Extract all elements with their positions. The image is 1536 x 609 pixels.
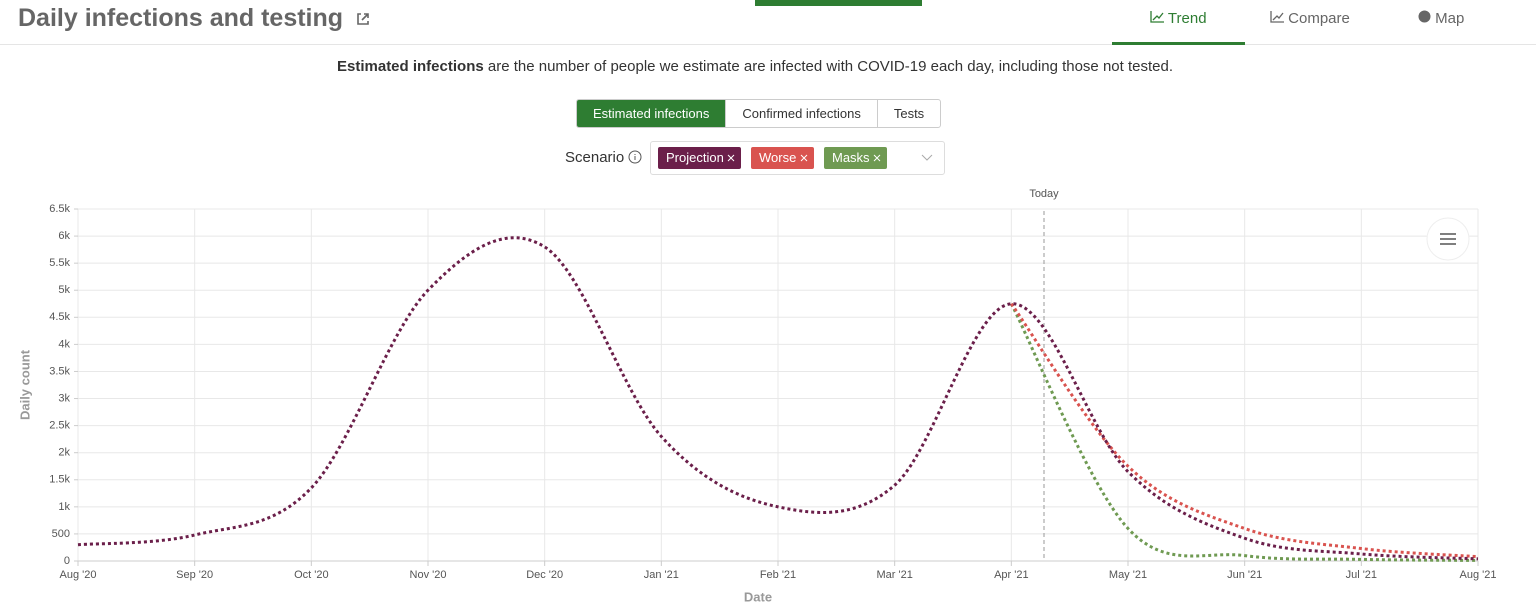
toggle-button[interactable]: Confirmed infections [725, 100, 877, 127]
active-indicator [755, 0, 922, 6]
chip-label: Masks [832, 150, 870, 165]
toggle-button[interactable]: Estimated infections [577, 100, 726, 127]
chip-close[interactable] [727, 154, 735, 162]
x-axis-label: Date [744, 589, 772, 604]
chart-menu-icon [1440, 233, 1456, 245]
y-tick-label: 6k [58, 230, 70, 242]
x-tick-label: Feb '21 [760, 569, 796, 581]
tab[interactable]: Map [1418, 10, 1464, 27]
series-line [77, 236, 1479, 561]
scenario-chip[interactable]: Masks [824, 147, 888, 169]
chip-label: Projection [666, 150, 724, 165]
page-title: Daily infections and testing [18, 4, 370, 33]
tab[interactable]: Trend [1150, 10, 1207, 27]
scenario-chip[interactable]: Worse [751, 147, 814, 169]
x-tick-label: Sep '20 [176, 569, 213, 581]
y-tick-label: 6.5k [49, 203, 70, 215]
y-tick-label: 3k [58, 392, 70, 404]
scenario-text: Scenario [565, 149, 625, 166]
tab[interactable]: Compare [1270, 10, 1350, 27]
y-tick-label: 5k [58, 284, 70, 296]
tab-label: Map [1435, 10, 1465, 27]
y-tick-label: 0 [64, 555, 70, 567]
x-tick-label: Aug '21 [1460, 569, 1497, 581]
x-tick-label: May '21 [1109, 569, 1147, 581]
chip-close[interactable] [873, 154, 881, 162]
annotation: Today [1029, 188, 1059, 200]
scenario-chip[interactable]: Projection [658, 147, 742, 169]
y-tick-label: 5.5k [49, 257, 70, 269]
x-tick-label: Oct '20 [294, 569, 329, 581]
info-icon[interactable] [628, 150, 642, 164]
title-text: Daily infections and testing [18, 4, 344, 32]
chip-close[interactable] [800, 154, 808, 162]
y-tick-label: 3.5k [49, 365, 70, 377]
toggle-button[interactable]: Tests [876, 100, 940, 127]
y-axis-label: Daily count [17, 349, 32, 420]
y-tick-label: 2.5k [49, 420, 70, 432]
x-tick-label: Nov '20 [410, 569, 447, 581]
x-tick-label: Jan '21 [644, 569, 679, 581]
y-tick-label: 500 [52, 528, 70, 540]
dropdown-caret [921, 154, 933, 161]
tab-label: Compare [1288, 10, 1350, 27]
x-tick-label: Dec '20 [526, 569, 563, 581]
x-tick-label: Mar '21 [876, 569, 912, 581]
scenario-select[interactable]: Projection Worse Masks [650, 141, 945, 175]
series-line [1010, 302, 1479, 559]
x-tick-label: Jun '21 [1227, 569, 1262, 581]
x-tick-label: Jul '21 [1346, 569, 1377, 581]
tab-icon [1418, 10, 1431, 23]
y-tick-label: 1k [58, 501, 70, 513]
tab-icon [1150, 11, 1164, 23]
description: Estimated infections are the number of p… [0, 58, 1510, 75]
scenario-label: Scenario [565, 149, 642, 166]
chart: Today Daily count Date 0 500 1k 1.5k 2k 2.5k 3… [17, 188, 1497, 605]
external-link-icon[interactable] [356, 12, 370, 26]
series-line [1009, 303, 1479, 562]
description-bold: Estimated infections [337, 58, 484, 75]
metric-toggle: Estimated infections Confirmed infection… [576, 99, 942, 128]
y-tick-label: 4.5k [49, 311, 70, 323]
x-tick-label: Aug '20 [60, 569, 97, 581]
y-tick-label: 2k [58, 447, 70, 459]
y-tick-label: 4k [58, 338, 70, 350]
description-text: are the number of people we estimate are… [487, 58, 1173, 75]
header-border [0, 44, 1536, 45]
tab-underline [1112, 42, 1245, 45]
tab-icon [1270, 11, 1284, 23]
chip-label: Worse [759, 150, 797, 165]
x-tick-label: Apr '21 [994, 569, 1029, 581]
tab-label: Trend [1167, 10, 1207, 27]
y-tick-label: 1.5k [49, 474, 70, 486]
